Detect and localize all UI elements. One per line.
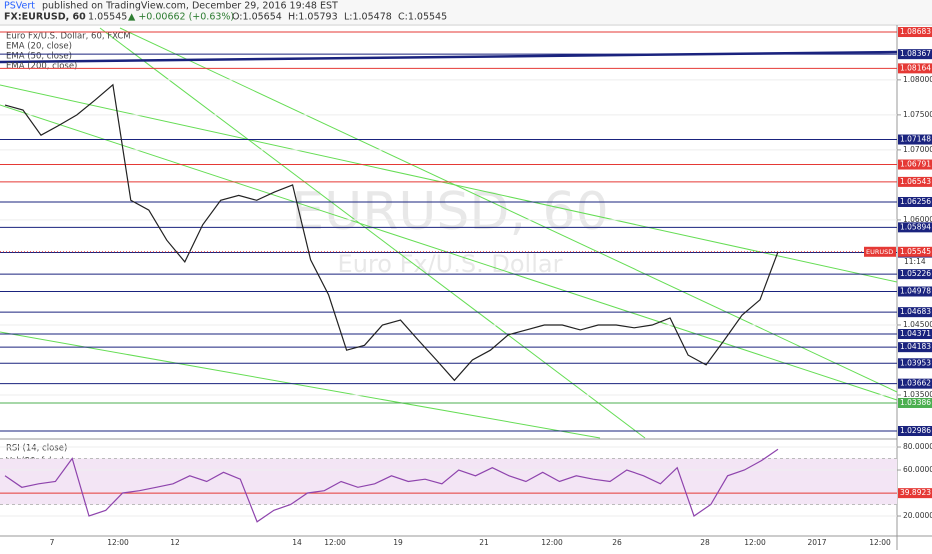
- level-tag: [898, 49, 932, 60]
- level-tag: [898, 63, 932, 74]
- level-tag: [898, 27, 932, 38]
- rsi-band: [0, 458, 897, 505]
- watermark-name: Euro Fx/U.S. Dollar: [338, 250, 563, 278]
- x-tick-label: 12: [170, 538, 180, 547]
- level-label: 1.07148: [900, 135, 931, 144]
- legend-entry: EMA (20, close): [6, 42, 72, 52]
- x-tick-label: 14: [292, 538, 302, 547]
- last-tag: [898, 246, 932, 257]
- last-price: 1.05545: [900, 247, 931, 256]
- low: L:1.05478: [344, 12, 392, 23]
- level-tag: [898, 176, 932, 187]
- published: published on TradingView.com, December 2…: [42, 1, 338, 12]
- level-tag: [898, 358, 932, 369]
- level-tag: [898, 488, 932, 499]
- level-label: 1.05894: [900, 222, 931, 231]
- level-tag: [898, 269, 932, 280]
- level-tag: [898, 307, 932, 318]
- open: O:1.05654: [232, 12, 282, 23]
- y-tick-label: 1.07500: [903, 110, 932, 119]
- level-label: 1.04371: [900, 329, 931, 338]
- level-tag: [898, 159, 932, 170]
- header-bar: [0, 0, 932, 24]
- countdown: 11:14: [904, 257, 926, 266]
- y-tick-label: 1.07000: [903, 145, 932, 154]
- legend-entry: Euro Fx/U.S. Dollar, 60, FXCM: [6, 32, 131, 42]
- x-tick-label: 12:00: [744, 538, 766, 547]
- level-label: 1.03386: [900, 398, 931, 407]
- level-label: 1.06256: [900, 197, 931, 206]
- x-tick-label: 28: [700, 538, 710, 547]
- high: H:1.05793: [288, 12, 338, 23]
- level-label: 1.04183: [900, 342, 931, 351]
- level-label: 1.06543: [900, 177, 931, 186]
- close: C:1.05545: [398, 12, 447, 23]
- y-tick-label: 1.06000: [903, 215, 932, 224]
- x-tick-label: 12:00: [107, 538, 129, 547]
- rsi-title: RSI (14, close): [6, 444, 67, 454]
- x-tick-label: 26: [612, 538, 622, 547]
- level-tag: [898, 134, 932, 145]
- x-tick-label: 21: [479, 538, 489, 547]
- level-label: 1.03662: [900, 379, 931, 388]
- level-tag: [898, 342, 932, 353]
- x-tick-label: 2017: [807, 538, 826, 547]
- y-tick-label: 1.03500: [903, 390, 932, 399]
- y-tick-label: 20.0000: [903, 511, 932, 520]
- level-tag: [898, 329, 932, 340]
- level-label: 1.03953: [900, 358, 931, 367]
- level-label: 1.05226: [900, 269, 931, 278]
- symbol: FX:EURUSD, 60: [4, 12, 86, 23]
- level-tag: [898, 286, 932, 297]
- level-label: 39.8923: [900, 488, 931, 497]
- level-tag: [898, 425, 932, 436]
- trendlines: [0, 27, 898, 439]
- symbol-label: EURUSD: [866, 248, 893, 256]
- x-tick-label: 19: [393, 538, 403, 547]
- level-label: 1.02986: [900, 426, 931, 435]
- level-tag: [898, 397, 932, 408]
- level-label: 1.08683: [900, 27, 931, 36]
- x-tick-label: 12:00: [541, 538, 563, 547]
- publisher[interactable]: PSVert: [4, 1, 35, 12]
- y-tick-label: 1.04500: [903, 320, 932, 329]
- level-tag: [898, 196, 932, 207]
- x-tick-label: 12:00: [324, 538, 346, 547]
- x-tick-label: 7: [50, 538, 55, 547]
- level-tag: [898, 222, 932, 233]
- legend-entry: EMA (50, close): [6, 52, 72, 62]
- level-label: 1.08367: [900, 49, 931, 58]
- x-tick-label: 12:00: [869, 538, 891, 547]
- level-tag: [898, 378, 932, 389]
- level-label: 1.08164: [900, 63, 931, 72]
- y-tick-label: 80.0000: [903, 442, 932, 451]
- price-line: [4, 448, 779, 523]
- watermark-symbol: EURUSD, 60: [291, 182, 608, 242]
- legend-entry: EMA (200, close): [6, 62, 77, 72]
- y-tick-label: 60.0000: [903, 465, 932, 474]
- change: ▲ +0.00662 (+0.63%): [128, 12, 234, 23]
- level-label: 1.04978: [900, 286, 931, 295]
- price-line: [4, 83, 779, 382]
- level-label: 1.06791: [900, 160, 931, 169]
- last: 1.05545: [88, 12, 127, 23]
- level-label: 1.04683: [900, 307, 931, 316]
- symbol-tag: [864, 246, 896, 257]
- y-tick-label: 1.08000: [903, 75, 932, 84]
